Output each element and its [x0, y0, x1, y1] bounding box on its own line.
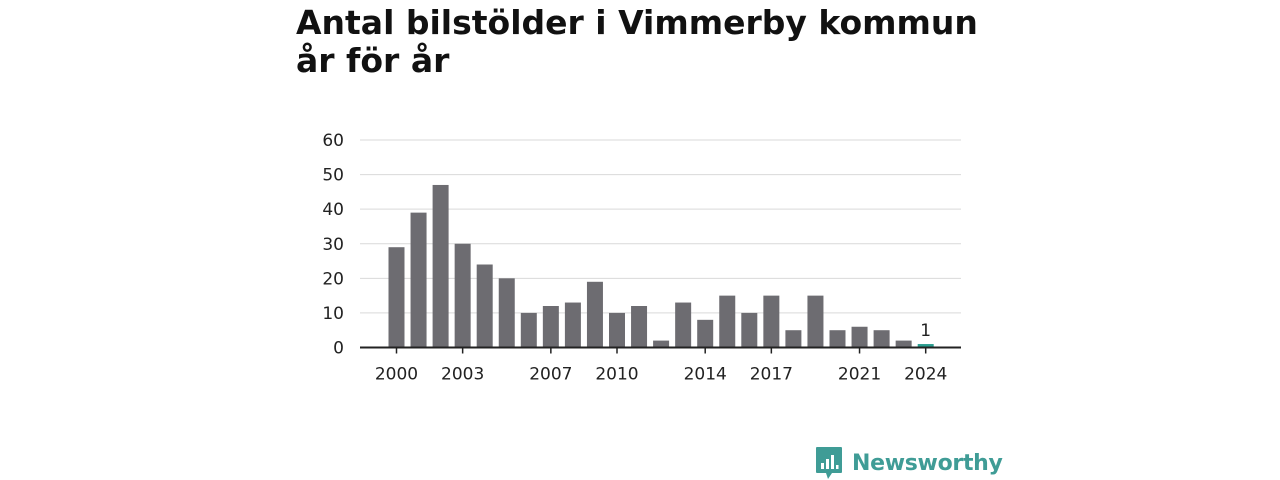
bar-2001 — [410, 212, 427, 348]
newsworthy-logo-icon — [816, 447, 842, 479]
bar-2022 — [873, 330, 890, 348]
gridlines — [360, 139, 961, 314]
x-tick-label: 2010 — [595, 365, 638, 385]
bar-2020 — [829, 330, 846, 348]
x-tick-label: 2017 — [750, 365, 793, 385]
bar-2007 — [542, 306, 559, 348]
y-axis-ticks: 0 10 20 30 40 50 60 — [322, 131, 344, 359]
y-tick-label: 30 — [322, 235, 344, 255]
y-tick-label: 60 — [322, 131, 344, 151]
y-tick-label: 50 — [322, 166, 344, 186]
bar-2004 — [476, 264, 493, 348]
x-tick-label: 2003 — [441, 365, 484, 385]
bar-2008 — [564, 302, 581, 348]
bars — [388, 184, 934, 348]
chart-title: Antal bilstölder i Vimmerby kommun år fö… — [296, 3, 978, 80]
x-tick-label: 2024 — [904, 365, 947, 385]
x-tick-label: 2014 — [684, 365, 727, 385]
bar-2003 — [454, 243, 471, 348]
bar-2023 — [895, 340, 912, 348]
bar-2002 — [432, 184, 449, 348]
bar-2009 — [586, 281, 603, 348]
y-tick-label: 0 — [333, 339, 344, 359]
y-tick-label: 40 — [322, 200, 344, 220]
bar-2024 — [917, 344, 934, 348]
x-tick-label: 2021 — [838, 365, 881, 385]
bar-2010 — [609, 312, 625, 348]
x-axis-ticks: 2000 2003 2007 2010 2014 2017 2021 2024 — [375, 347, 947, 385]
x-tick-label: 2007 — [529, 365, 572, 385]
bar-2019 — [807, 295, 824, 348]
bar-2014 — [697, 319, 714, 348]
bar-2000 — [388, 247, 405, 348]
bar-2021 — [851, 326, 868, 348]
brand-name: Newsworthy — [852, 450, 1003, 476]
newsworthy-brand: Newsworthy — [815, 446, 1003, 480]
bar-2011 — [631, 306, 648, 348]
x-tick-label: 2000 — [375, 365, 418, 385]
bar-2012 — [653, 340, 670, 348]
bar-2013 — [675, 302, 692, 348]
bar-2017 — [763, 295, 780, 348]
y-tick-label: 20 — [322, 269, 344, 289]
bar-2006 — [520, 312, 537, 348]
data-label-2024: 1 — [920, 321, 931, 341]
bar-2018 — [785, 330, 802, 348]
bar-2016 — [741, 312, 758, 348]
bar-2005 — [498, 278, 515, 348]
bar-2015 — [719, 295, 736, 348]
data-labels: 1 — [920, 321, 931, 341]
y-tick-label: 10 — [322, 304, 344, 324]
